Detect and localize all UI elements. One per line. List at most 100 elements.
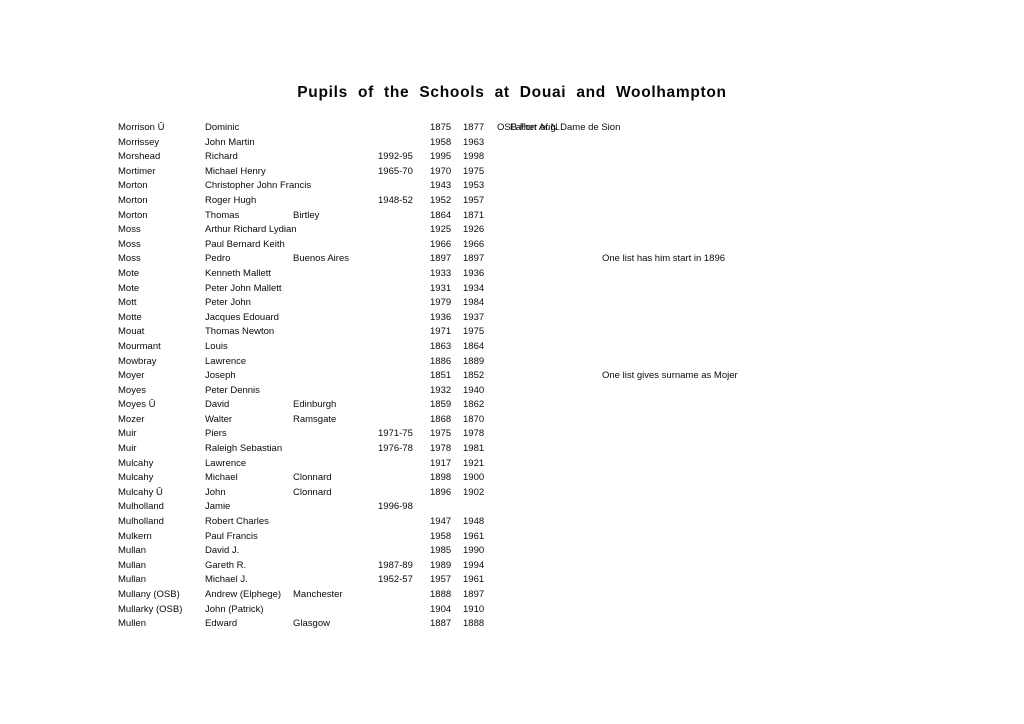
pupil-forename: Paul Bernard Keith [205, 238, 285, 250]
table-row: Mulkern Paul Francis 1958 1961 [0, 530, 1024, 545]
pupil-start-year: 1958 [430, 530, 452, 542]
pupil-end-year: 1953 [463, 180, 485, 192]
pupil-end-year: 1921 [463, 457, 485, 469]
pupil-forename: John (Patrick) [205, 603, 264, 615]
pupil-start-year: 1868 [430, 413, 452, 425]
pupil-start-year: 1952 [430, 194, 452, 206]
table-row: Mullan Michael J. 1952-57 1957 1961 [0, 573, 1024, 588]
pupil-surname: Motte [118, 311, 142, 323]
pupil-surname: Morshead [118, 151, 161, 163]
pupil-start-year: 1970 [430, 165, 452, 177]
pupil-forename: Robert Charles [205, 516, 269, 528]
table-row: Morton Thomas Birtley 1864 1871 [0, 209, 1024, 224]
pupil-surname: Mullany (OSB) [118, 589, 180, 600]
pupil-surname: Mote [118, 282, 140, 294]
pupil-start-year: 1887 [430, 618, 452, 630]
pupil-end-year: 1948 [463, 516, 485, 528]
pupil-end-year: 1963 [463, 136, 485, 148]
pupil-start-year: 1904 [430, 603, 452, 615]
pupil-end-year: 1889 [463, 355, 485, 367]
pupil-forename: Peter Dennis [205, 384, 260, 396]
pupil-forename: Thomas [205, 209, 240, 221]
pupil-start-year: 1875 [430, 122, 452, 133]
pupil-end-year: 1966 [463, 238, 485, 250]
pupil-surname: Mulcahy [118, 472, 154, 484]
pupil-years-attended: 1965-70 [378, 165, 413, 177]
pupil-forename: Richard [205, 151, 238, 163]
pupil-order-note: OSB Fort Aug. [497, 122, 559, 133]
pupil-end-year: 1975 [463, 326, 485, 338]
pupil-forename: Thomas Newton [205, 326, 275, 338]
pupil-surname: Moss [118, 224, 141, 236]
table-row: Motte Jacques Edouard 1936 1937 [0, 311, 1024, 326]
pupil-start-year: 1947 [430, 516, 452, 528]
table-row: Mowbray Lawrence 1886 1889 [0, 355, 1024, 370]
pupil-forename: Michael [205, 472, 238, 484]
table-row: Mozer Walter Ramsgate 1868 1870 [0, 413, 1024, 428]
pupil-start-year: 1886 [430, 355, 452, 367]
table-row: Mullan Gareth R. 1987-89 1989 1994 [0, 559, 1024, 574]
pupil-forename: John Martin [205, 136, 255, 148]
pupil-end-year: 1900 [463, 472, 485, 484]
pupil-years-attended: 1952-57 [378, 574, 413, 586]
pupil-end-year: 1870 [463, 413, 485, 425]
pupil-start-year: 1978 [430, 443, 452, 455]
pupil-forename: Christopher John Francis [205, 180, 312, 192]
pupil-surname: Mourmant [118, 340, 161, 352]
pupil-surname: Morrissey [118, 136, 160, 148]
table-row: Mullany (OSB) Andrew (Elphege) Mancheste… [0, 588, 1024, 603]
table-row: Mulholland Robert Charles 1947 1948 [0, 515, 1024, 530]
pupil-years-attended: 1976-78 [378, 443, 413, 455]
table-row: Mote Kenneth Mallett 1933 1936 [0, 267, 1024, 282]
pupil-forename: Lawrence [205, 457, 247, 469]
pupil-surname: Moss [118, 253, 141, 265]
pupil-start-year: 1864 [430, 209, 452, 221]
pupil-surname: Morton [118, 209, 148, 221]
pupil-start-year: 1975 [430, 428, 452, 440]
pupil-place: Glasgow [293, 618, 330, 630]
pupil-start-year: 1897 [430, 253, 452, 265]
pupil-end-year: 1994 [463, 559, 485, 571]
table-row: Mote Peter John Mallett 1931 1934 [0, 282, 1024, 297]
pupil-forename: Piers [205, 428, 227, 440]
table-row: Mourmant Louis 1863 1864 [0, 340, 1024, 355]
table-row: Moss Arthur Richard Lydian 1925 1926 [0, 223, 1024, 238]
pupil-end-year: 1998 [463, 151, 485, 163]
pupil-years-attended: 1987-89 [378, 559, 413, 571]
pupil-surname: Mulkern [118, 530, 152, 542]
pupil-start-year: 1995 [430, 151, 452, 163]
pupil-end-year: 1902 [463, 486, 485, 498]
pupil-end-year: 1926 [463, 224, 485, 236]
pupil-start-year: 1979 [430, 297, 452, 309]
pupil-start-year: 1863 [430, 340, 452, 352]
pupil-order-note-2: Father of N.Dame de Sion [510, 122, 621, 133]
pupil-surname: Mullen [118, 618, 146, 630]
table-row: Muir Piers 1971-75 1975 1978 [0, 427, 1024, 442]
pupil-start-year: 1931 [430, 282, 452, 294]
pupil-forename: Gareth R. [205, 559, 247, 571]
table-row: Mouat Thomas Newton 1971 1975 [0, 325, 1024, 340]
pupil-end-year: 1871 [463, 209, 485, 221]
pupil-forename: Roger Hugh [205, 194, 257, 206]
table-row: Mullen Edward Glasgow 1887 1888 [0, 617, 1024, 632]
pupil-surname: Mortimer [118, 165, 156, 177]
pupil-place: Edinburgh [293, 399, 337, 411]
table-row: Mortimer Michael Henry 1965-70 1970 1975 [0, 165, 1024, 180]
pupil-years-attended: 1992-95 [378, 151, 413, 163]
pupil-start-year: 1932 [430, 384, 452, 396]
pupil-forename: Joseph [205, 370, 236, 382]
pupil-forename: David [205, 399, 230, 411]
pupil-start-year: 1851 [430, 370, 452, 382]
pupil-forename: Jamie [205, 501, 231, 513]
pupil-end-year: 1852 [463, 370, 485, 382]
table-row: Muir Raleigh Sebastian 1976-78 1978 1981 [0, 442, 1024, 457]
table-row: Morton Roger Hugh 1948-52 1952 1957 [0, 194, 1024, 209]
pupil-years-attended: 1996-98 [378, 501, 413, 513]
table-row: Moyes Peter Dennis 1932 1940 [0, 384, 1024, 399]
pupil-place: Clonnard [293, 486, 332, 498]
pupil-surname: Mulcahy Ū [118, 486, 163, 498]
pupil-surname: Morton [118, 194, 148, 206]
pupil-forename: Louis [205, 340, 228, 352]
pupil-start-year: 1966 [430, 238, 452, 250]
